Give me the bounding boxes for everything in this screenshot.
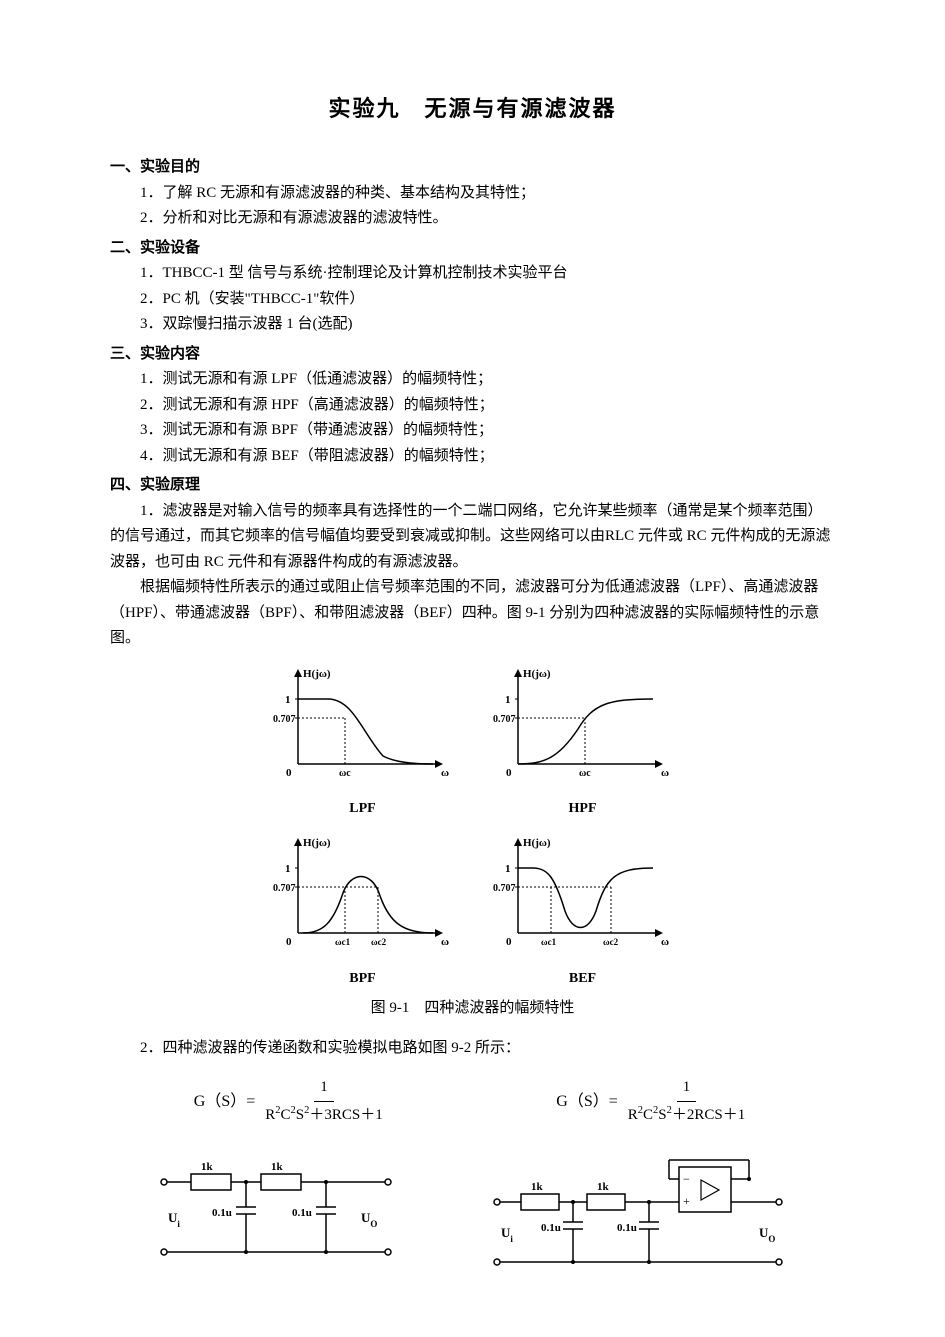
bef-c1: ωc1 xyxy=(541,937,557,947)
ui-label: Ui xyxy=(168,1210,180,1229)
s2-item-1: 1．THBCC-1 型 信号与系统·控制理论及计算机控制技术实验平台 xyxy=(110,261,835,287)
origin-label: 0 xyxy=(286,936,292,948)
equations-row: G（S）= 1 R2C2S2＋3RCS＋1 G（S）= 1 R2C2S2＋2RC… xyxy=(110,1075,835,1128)
axis-x-label: ω xyxy=(661,936,669,948)
r2-label: 1k xyxy=(271,1161,284,1173)
opamp-minus: − xyxy=(683,1172,690,1186)
tick-1: 1 xyxy=(505,863,511,875)
s4-para-3: 2．四种滤波器的传递函数和实验模拟电路如图 9-2 所示： xyxy=(110,1036,835,1062)
lpf-label: LPF xyxy=(273,797,453,821)
axis-y-label: H(jω) xyxy=(303,668,331,680)
s3-item-3: 3．测试无源和有源 BPF（带通滤波器）的幅频特性； xyxy=(110,418,835,444)
bpf-c2: ωc2 xyxy=(371,937,387,947)
section-2-head: 二、实验设备 xyxy=(110,236,835,262)
section-3-head: 三、实验内容 xyxy=(110,342,835,368)
tick-1: 1 xyxy=(505,694,511,706)
lpf-chart: H(jω) ω 0 1 0.707 ωc LPF xyxy=(273,664,453,821)
figure-9-1-caption: 图 9-1 四种滤波器的幅频特性 xyxy=(110,996,835,1022)
eq-num: 1 xyxy=(314,1075,334,1102)
circuits-row: 1k 1k 0.1u 0.1u Ui UO xyxy=(110,1152,835,1282)
axis-y-label: H(jω) xyxy=(303,837,331,849)
page-title: 实验九 无源与有源滤波器 xyxy=(110,90,835,127)
axis-x-label: ω xyxy=(661,767,669,779)
uo-label: UO xyxy=(361,1210,377,1229)
s3-item-1: 1．测试无源和有源 LPF（低通滤波器）的幅频特性； xyxy=(110,367,835,393)
tick-0707: 0.707 xyxy=(273,714,296,725)
lpf-cutoff: ωc xyxy=(339,768,351,779)
opamp-plus: + xyxy=(683,1194,690,1208)
s2-item-3: 3．双踪慢扫描示波器 1 台(选配) xyxy=(110,312,835,338)
s1-item-2: 2．分析和对比无源和有源滤波器的滤波特性。 xyxy=(110,206,835,232)
s1-item-1: 1．了解 RC 无源和有源滤波器的种类、基本结构及其特性； xyxy=(110,181,835,207)
eq2-den: R2C2S2＋2RCS＋1 xyxy=(622,1102,751,1129)
c2a-label: 0.1u xyxy=(617,1222,637,1234)
equation-2: G（S）= 1 R2C2S2＋2RCS＋1 xyxy=(556,1075,751,1128)
tick-0707: 0.707 xyxy=(493,883,516,894)
section-4-head: 四、实验原理 xyxy=(110,473,835,499)
circuit-active: 1k 1k 0.1u 0.1u − + xyxy=(479,1152,799,1282)
eq-lhs: G（S）= xyxy=(194,1088,255,1115)
s3-item-4: 4．测试无源和有源 BEF（带阻滤波器）的幅频特性； xyxy=(110,444,835,470)
hpf-label: HPF xyxy=(493,797,673,821)
s2-item-2: 2．PC 机（安装"THBCC-1"软件） xyxy=(110,287,835,313)
c1-label: 0.1u xyxy=(212,1207,232,1219)
charts-row-2: H(jω) ω 0 1 0.707 ωc1 ωc2 BPF H(jω) ω 0 xyxy=(110,833,835,990)
axis-y-label: H(jω) xyxy=(523,668,551,680)
eq1-den: R2C2S2＋3RCS＋1 xyxy=(259,1102,388,1129)
charts-row-1: H(jω) ω 0 1 0.707 ωc LPF H(jω) ω 0 xyxy=(110,664,835,821)
bpf-label: BPF xyxy=(273,967,453,991)
bpf-chart: H(jω) ω 0 1 0.707 ωc1 ωc2 BPF xyxy=(273,833,453,990)
r2a-label: 1k xyxy=(597,1181,610,1193)
s4-para-1: 1．滤波器是对输入信号的频率具有选择性的一个二端口网络，它允许某些频率（通常是某… xyxy=(110,499,835,576)
c2-label: 0.1u xyxy=(292,1207,312,1219)
origin-label: 0 xyxy=(286,767,292,779)
tick-1: 1 xyxy=(285,694,291,706)
origin-label: 0 xyxy=(506,767,512,779)
ui-label-a: Ui xyxy=(501,1225,513,1244)
section-1-head: 一、实验目的 xyxy=(110,155,835,181)
uo-label-a: UO xyxy=(759,1225,775,1244)
axis-y-label: H(jω) xyxy=(523,837,551,849)
bef-c2: ωc2 xyxy=(603,937,619,947)
tick-1: 1 xyxy=(285,863,291,875)
tick-0707: 0.707 xyxy=(273,883,296,894)
hpf-cutoff: ωc xyxy=(579,768,591,779)
axis-x-label: ω xyxy=(441,936,449,948)
bpf-c1: ωc1 xyxy=(335,937,351,947)
r1a-label: 1k xyxy=(531,1181,544,1193)
c1a-label: 0.1u xyxy=(541,1222,561,1234)
origin-label: 0 xyxy=(506,936,512,948)
tick-0707: 0.707 xyxy=(493,714,516,725)
axis-x-label: ω xyxy=(441,767,449,779)
circuit-passive: 1k 1k 0.1u 0.1u Ui UO xyxy=(146,1152,406,1282)
eq-num: 1 xyxy=(677,1075,697,1102)
s4-para-2: 根据幅频特性所表示的通过或阻止信号频率范围的不同，滤波器可分为低通滤波器（LPF… xyxy=(110,575,835,652)
bef-label: BEF xyxy=(493,967,673,991)
s3-item-2: 2．测试无源和有源 HPF（高通滤波器）的幅频特性； xyxy=(110,393,835,419)
equation-1: G（S）= 1 R2C2S2＋3RCS＋1 xyxy=(194,1075,389,1128)
hpf-chart: H(jω) ω 0 1 0.707 ωc HPF xyxy=(493,664,673,821)
eq-lhs: G（S）= xyxy=(556,1088,617,1115)
bef-chart: H(jω) ω 0 1 0.707 ωc1 ωc2 BEF xyxy=(493,833,673,990)
r1-label: 1k xyxy=(201,1161,214,1173)
